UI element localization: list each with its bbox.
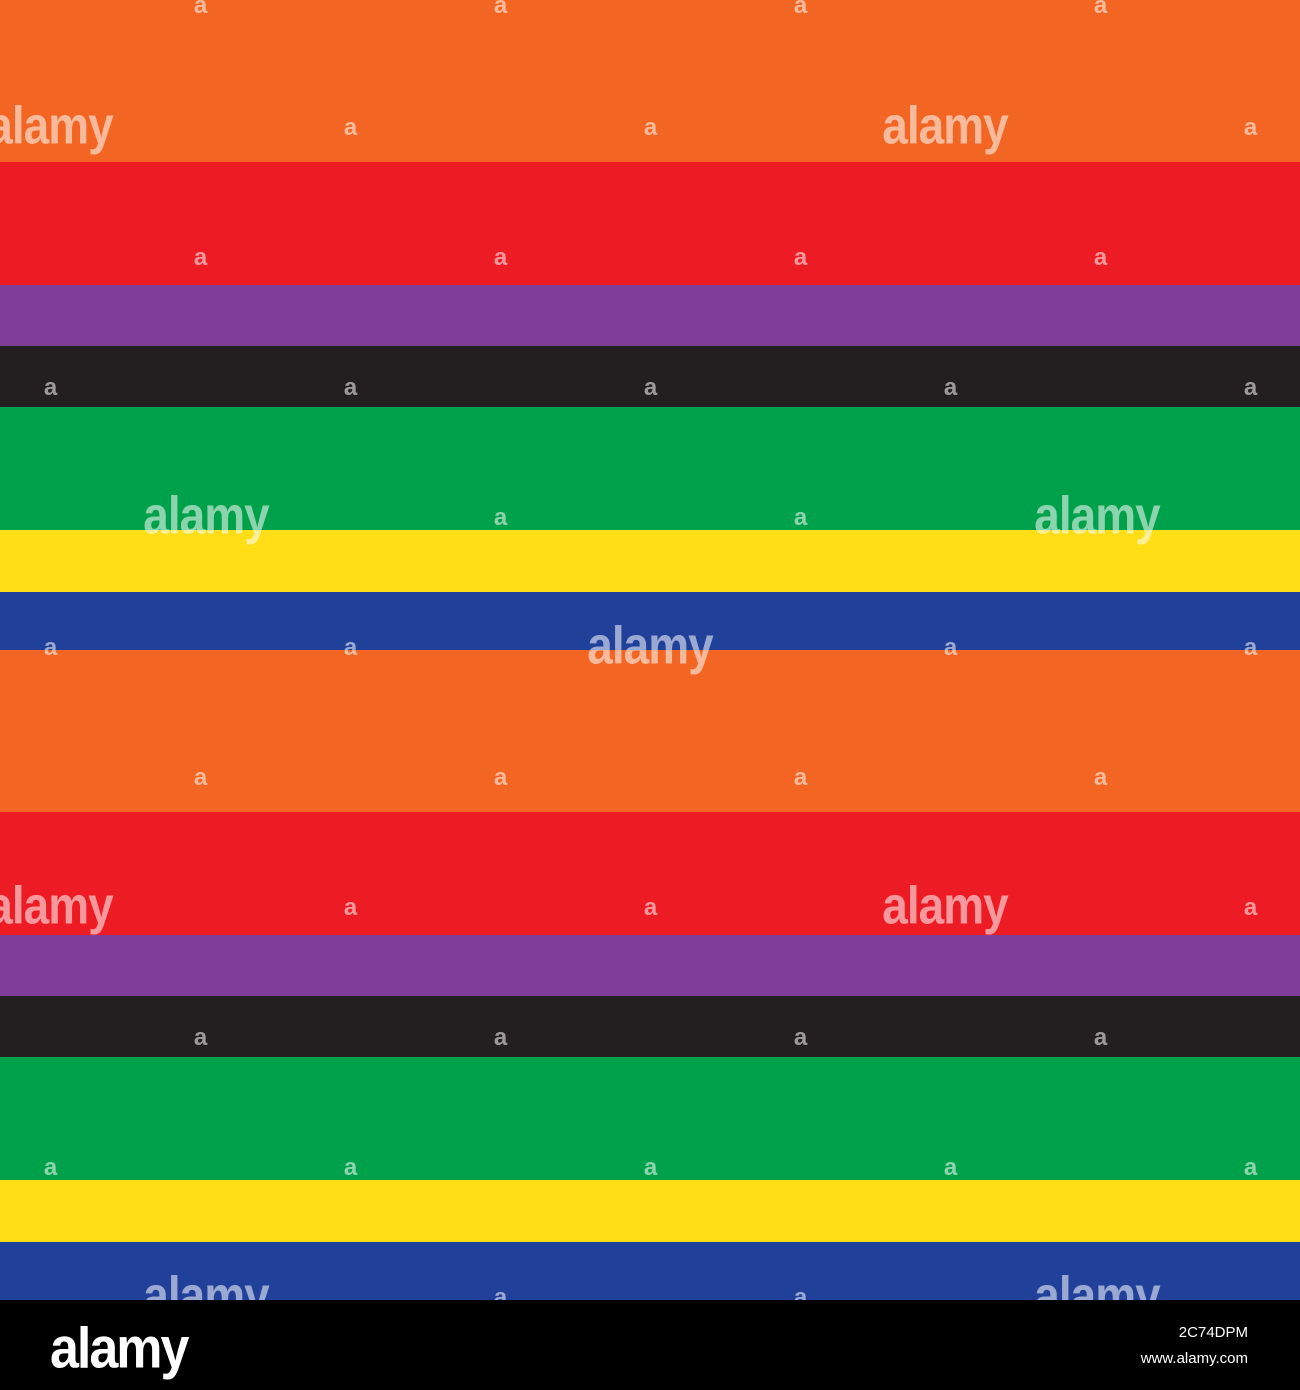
- watermark-mark: a: [193, 244, 207, 271]
- watermark-mark: a: [643, 1154, 657, 1181]
- watermark-mark: a: [343, 374, 357, 401]
- watermark-mark: a: [493, 764, 507, 791]
- watermark-mark: a: [43, 634, 57, 661]
- watermark-mark: a: [793, 504, 807, 531]
- watermark-logo: alamy: [0, 95, 114, 155]
- watermark-mark: a: [1243, 1154, 1257, 1181]
- watermark-mark: a: [43, 1154, 57, 1181]
- watermark-logo: alamy: [882, 875, 1008, 935]
- stripe-purple: [0, 285, 1300, 346]
- watermark-mark: a: [643, 894, 657, 921]
- watermark-mark: a: [1093, 0, 1107, 19]
- image-id: 2C74DPM: [1178, 1324, 1248, 1341]
- stripe-red: [0, 812, 1300, 935]
- stripe-black: [0, 996, 1300, 1057]
- watermark-logo: alamy: [0, 875, 114, 935]
- stripe-yellow: [0, 530, 1300, 592]
- stripe-green: [0, 407, 1300, 530]
- stripe-red: [0, 162, 1300, 285]
- watermark-logo: alamy: [143, 1265, 269, 1300]
- watermark-mark: a: [1093, 1024, 1107, 1051]
- watermark-mark: a: [793, 0, 807, 19]
- stripe-orange: [0, 650, 1300, 812]
- watermark-logo: alamy: [1034, 485, 1160, 545]
- watermark-mark: a: [1243, 114, 1257, 141]
- watermark-mark: a: [343, 634, 357, 661]
- watermark-mark: a: [943, 634, 957, 661]
- watermark-mark: a: [193, 764, 207, 791]
- watermark-mark: a: [1243, 894, 1257, 921]
- stripe-black: [0, 346, 1300, 407]
- watermark-mark: a: [493, 0, 507, 19]
- watermark-mark: a: [343, 114, 357, 141]
- stripe-orange: [0, 0, 1300, 162]
- watermark-mark: a: [1243, 634, 1257, 661]
- watermark-mark: a: [1093, 244, 1107, 271]
- stripe-yellow: [0, 1180, 1300, 1242]
- stripe-pattern: [0, 0, 1300, 1300]
- watermark-mark: a: [943, 374, 957, 401]
- footer-logo: alamy: [50, 1317, 189, 1381]
- watermark-mark: a: [1243, 374, 1257, 401]
- watermark-mark: a: [193, 1024, 207, 1051]
- watermark-mark: a: [343, 1154, 357, 1181]
- stripe-green: [0, 1057, 1300, 1180]
- watermark-mark: a: [343, 894, 357, 921]
- stripe-blue: [0, 592, 1300, 650]
- watermark-mark: a: [793, 1284, 807, 1301]
- watermark-logo: alamy: [587, 615, 713, 675]
- watermark-logo: alamy: [882, 95, 1008, 155]
- watermark-mark: a: [1093, 764, 1107, 791]
- watermark-mark: a: [793, 764, 807, 791]
- watermark-mark: a: [493, 1284, 507, 1301]
- watermark-mark: a: [193, 0, 207, 19]
- watermark-logo: alamy: [143, 485, 269, 545]
- watermark-mark: a: [493, 504, 507, 531]
- watermark-layer: a a a a a a a a a a a a a a a a a a a a a a a a a a a a a a a a a a a a a a a a…: [0, 0, 1257, 1301]
- watermark-mark: a: [493, 244, 507, 271]
- stripe-purple: [0, 935, 1300, 996]
- watermark-mark: a: [943, 1154, 957, 1181]
- site-url: www.alamy.com: [1140, 1350, 1248, 1367]
- watermark-mark: a: [793, 1024, 807, 1051]
- watermark-logo: alamy: [1034, 1265, 1160, 1300]
- watermark-mark: a: [643, 114, 657, 141]
- watermark-mark: a: [643, 374, 657, 401]
- stripe-blue: [0, 1242, 1300, 1300]
- footer-bar: alamy 2C74DPM www.alamy.com: [0, 1300, 1300, 1390]
- watermark-mark: a: [493, 1024, 507, 1051]
- watermark-mark: a: [43, 374, 57, 401]
- watermark-mark: a: [793, 244, 807, 271]
